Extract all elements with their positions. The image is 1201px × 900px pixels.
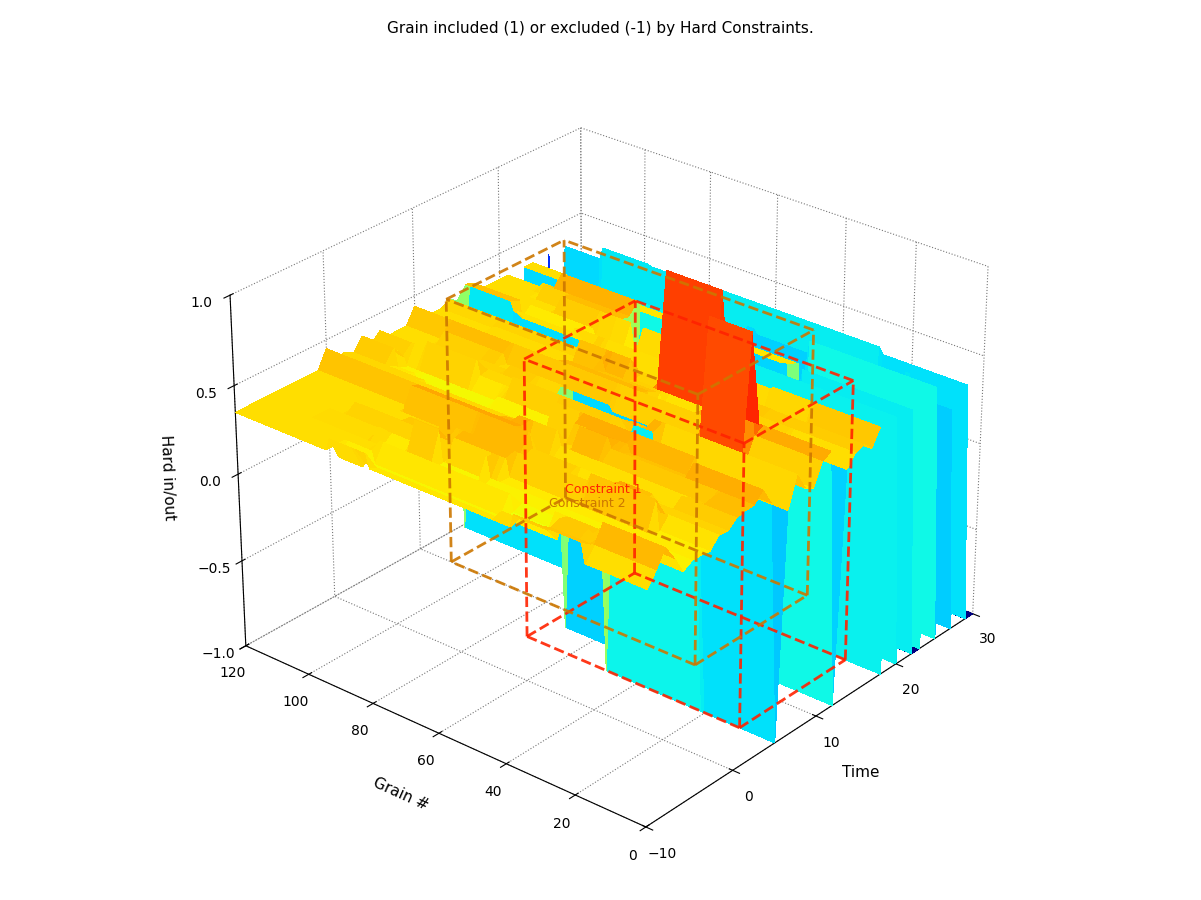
Title: Grain included (1) or excluded (-1) by Hard Constraints.: Grain included (1) or excluded (-1) by H… xyxy=(387,21,814,36)
X-axis label: Time: Time xyxy=(842,765,879,779)
Y-axis label: Grain #: Grain # xyxy=(371,775,431,813)
